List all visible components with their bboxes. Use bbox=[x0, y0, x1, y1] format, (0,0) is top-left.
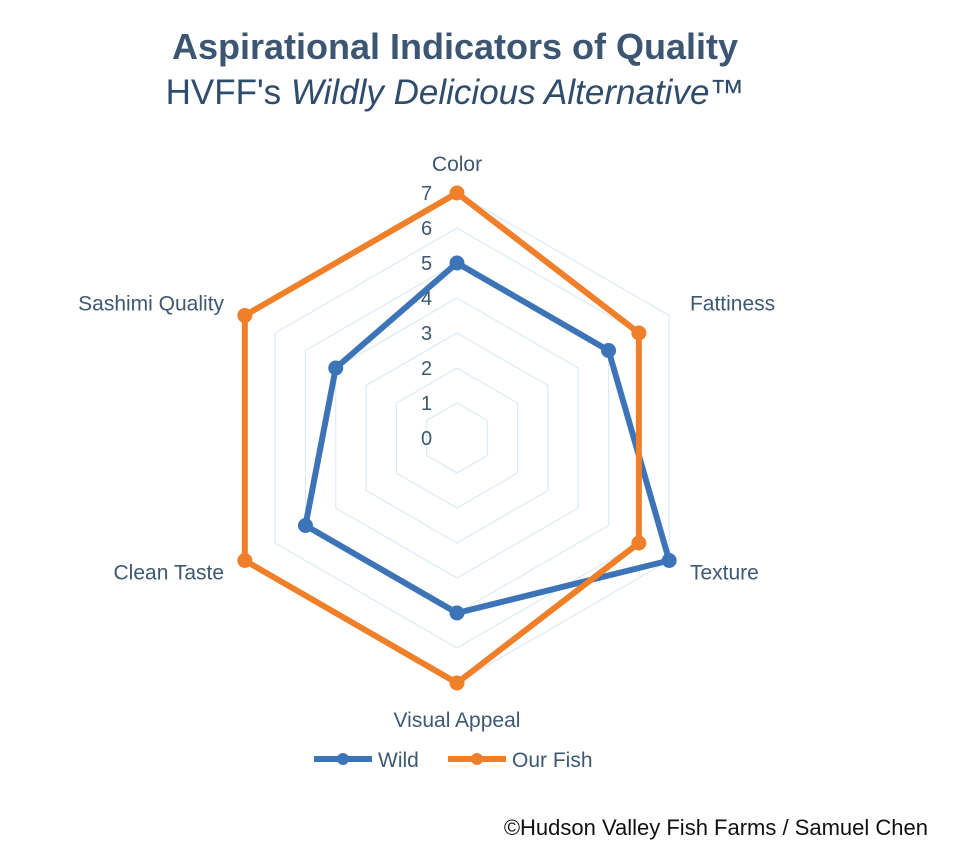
tick-label: 1 bbox=[421, 393, 432, 415]
axis-label: Texture bbox=[690, 562, 759, 585]
grid-ring bbox=[365, 332, 549, 544]
axis-label: Fattiness bbox=[690, 293, 775, 316]
axis-label: Visual Appeal bbox=[394, 709, 521, 732]
data-point bbox=[631, 535, 647, 551]
chart-title: Aspirational Indicators of Quality bbox=[171, 26, 739, 67]
axis-labels: Color Fattiness Texture Visual Appeal Clean … bbox=[78, 153, 775, 732]
axis-label: Sashimi Quality bbox=[78, 293, 224, 316]
axis-label: Clean Taste bbox=[114, 562, 225, 585]
data-point bbox=[449, 185, 465, 201]
series-layer bbox=[237, 185, 677, 691]
data-point bbox=[237, 553, 253, 568]
data-point bbox=[449, 675, 465, 691]
copyright-text: ©Hudson Valley Fish Farms / Samuel Chen bbox=[503, 815, 928, 840]
tick-label: 3 bbox=[421, 323, 432, 345]
tick-label: 0 bbox=[421, 428, 432, 450]
data-point bbox=[328, 360, 344, 376]
title-block: Aspirational Indicators of Quality HVFF'… bbox=[0, 24, 910, 116]
series-wild bbox=[297, 255, 677, 621]
data-point bbox=[449, 605, 465, 621]
tick-label: 5 bbox=[421, 253, 432, 275]
series-line bbox=[241, 190, 642, 686]
grid-ring bbox=[395, 367, 519, 509]
chart-subtitle: HVFF's Wildly Delicious Alternative™ bbox=[0, 70, 910, 116]
subtitle-prefix: HVFF's bbox=[165, 73, 291, 112]
grid-ring bbox=[426, 402, 488, 474]
legend-swatch-marker bbox=[337, 753, 349, 765]
tick-label: 2 bbox=[421, 358, 432, 380]
data-point bbox=[237, 308, 253, 323]
series-our-fish bbox=[237, 185, 647, 691]
data-point bbox=[631, 325, 647, 341]
tick-label: 6 bbox=[421, 218, 432, 240]
data-point bbox=[661, 553, 677, 568]
grid-ring bbox=[304, 262, 610, 614]
legend-item: Our Fish bbox=[448, 749, 593, 772]
radial-ticks: 0 1 2 3 4 5 6 7 bbox=[421, 183, 432, 450]
legend: Wild Our Fish bbox=[314, 749, 593, 772]
data-point bbox=[449, 255, 465, 271]
legend-label: Wild bbox=[378, 749, 419, 772]
legend-item: Wild bbox=[314, 749, 419, 772]
data-point bbox=[297, 518, 313, 533]
legend-label: Our Fish bbox=[512, 749, 593, 772]
data-point bbox=[601, 343, 617, 358]
axis-label: Color bbox=[432, 153, 482, 176]
subtitle-italic: Wildly Delicious Alternative™ bbox=[290, 73, 745, 112]
tick-label: 4 bbox=[421, 288, 432, 310]
tick-label: 7 bbox=[421, 183, 432, 205]
legend-swatch-marker bbox=[471, 753, 483, 765]
